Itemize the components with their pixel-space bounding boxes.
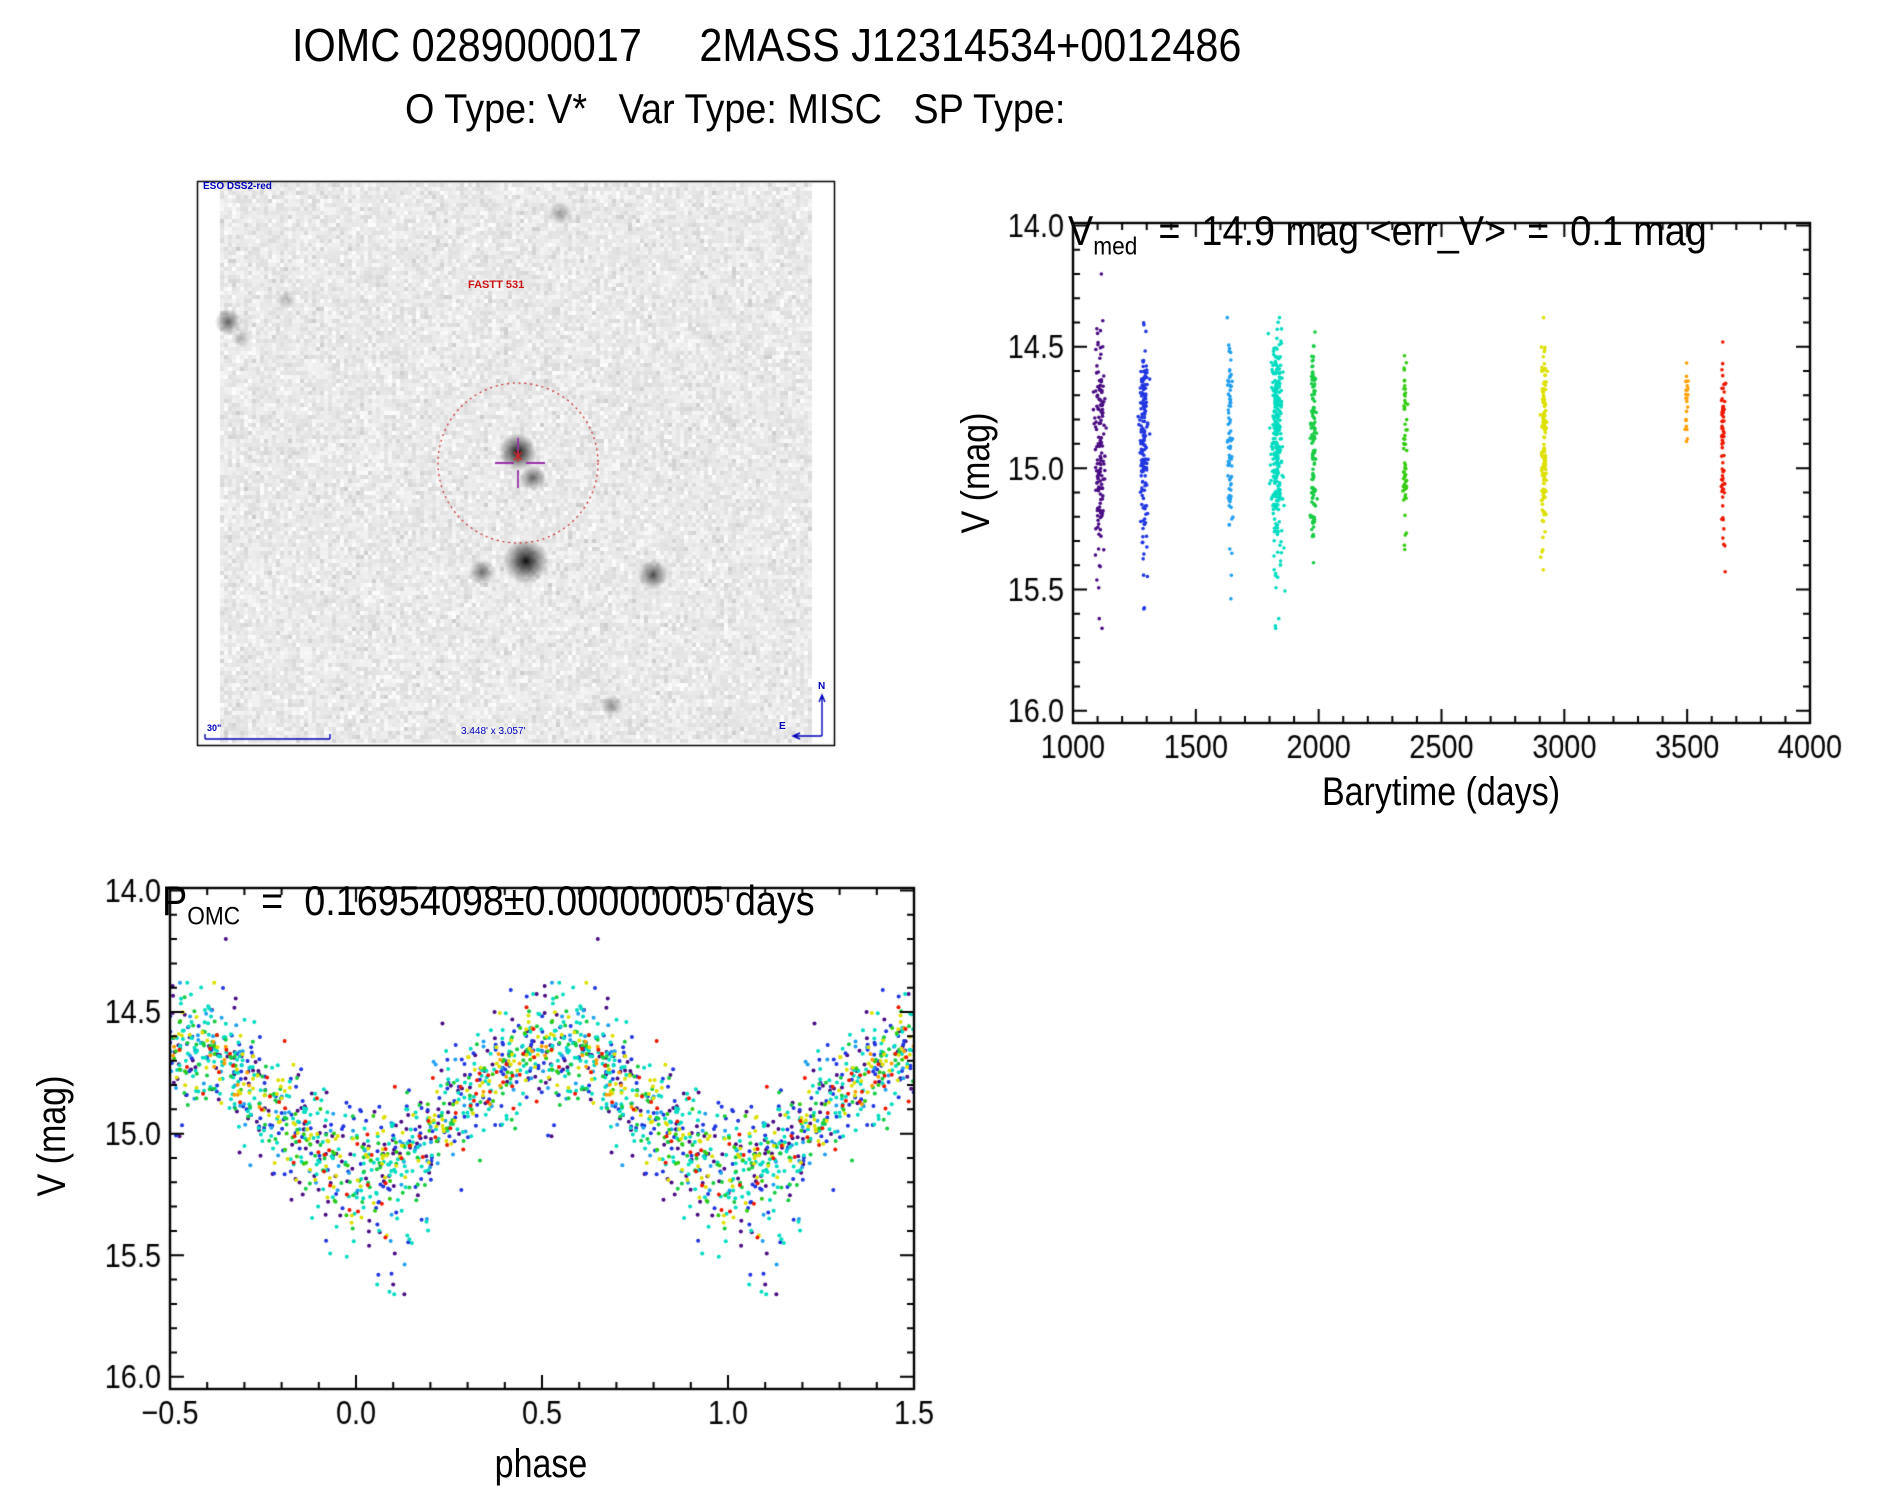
vmed-symbol: V: [1068, 207, 1094, 254]
vmed-value: = 14.9 mag <err_V> = 0.1 mag: [1137, 207, 1707, 254]
phase-ylabel: V (mag): [30, 1075, 74, 1197]
pomc-subscript: OMC: [187, 902, 241, 931]
page-title: IOMC 0289000017 2MASS J12314534+0012486: [292, 19, 1242, 71]
compass-north-label: N: [818, 681, 826, 692]
field-size-label: 3.448' x 3.057': [461, 726, 526, 737]
compass-east-label: E: [779, 721, 786, 732]
page-subtitle: O Type: V* Var Type: MISC SP Type:: [405, 85, 1066, 132]
barytime-plot-title: Vmed = 14.9 mag <err_V> = 0.1 mag: [1026, 168, 1707, 302]
scale-bar-label: 30": [207, 723, 222, 733]
phase-plot-title: POMC = 0.16954098±0.00000005 days: [120, 838, 815, 972]
pomc-symbol: P: [162, 877, 188, 924]
vmed-subscript: med: [1093, 232, 1138, 261]
barytime-ylabel: V (mag): [954, 412, 998, 534]
phase-xlabel: phase: [494, 1442, 588, 1486]
pomc-value: = 0.16954098±0.00000005 days: [240, 877, 815, 924]
survey-label: ESO DSS2-red: [203, 181, 272, 192]
barytime-xlabel: Barytime (days): [1321, 770, 1561, 814]
target-name-label: FASTT 531: [468, 279, 525, 291]
